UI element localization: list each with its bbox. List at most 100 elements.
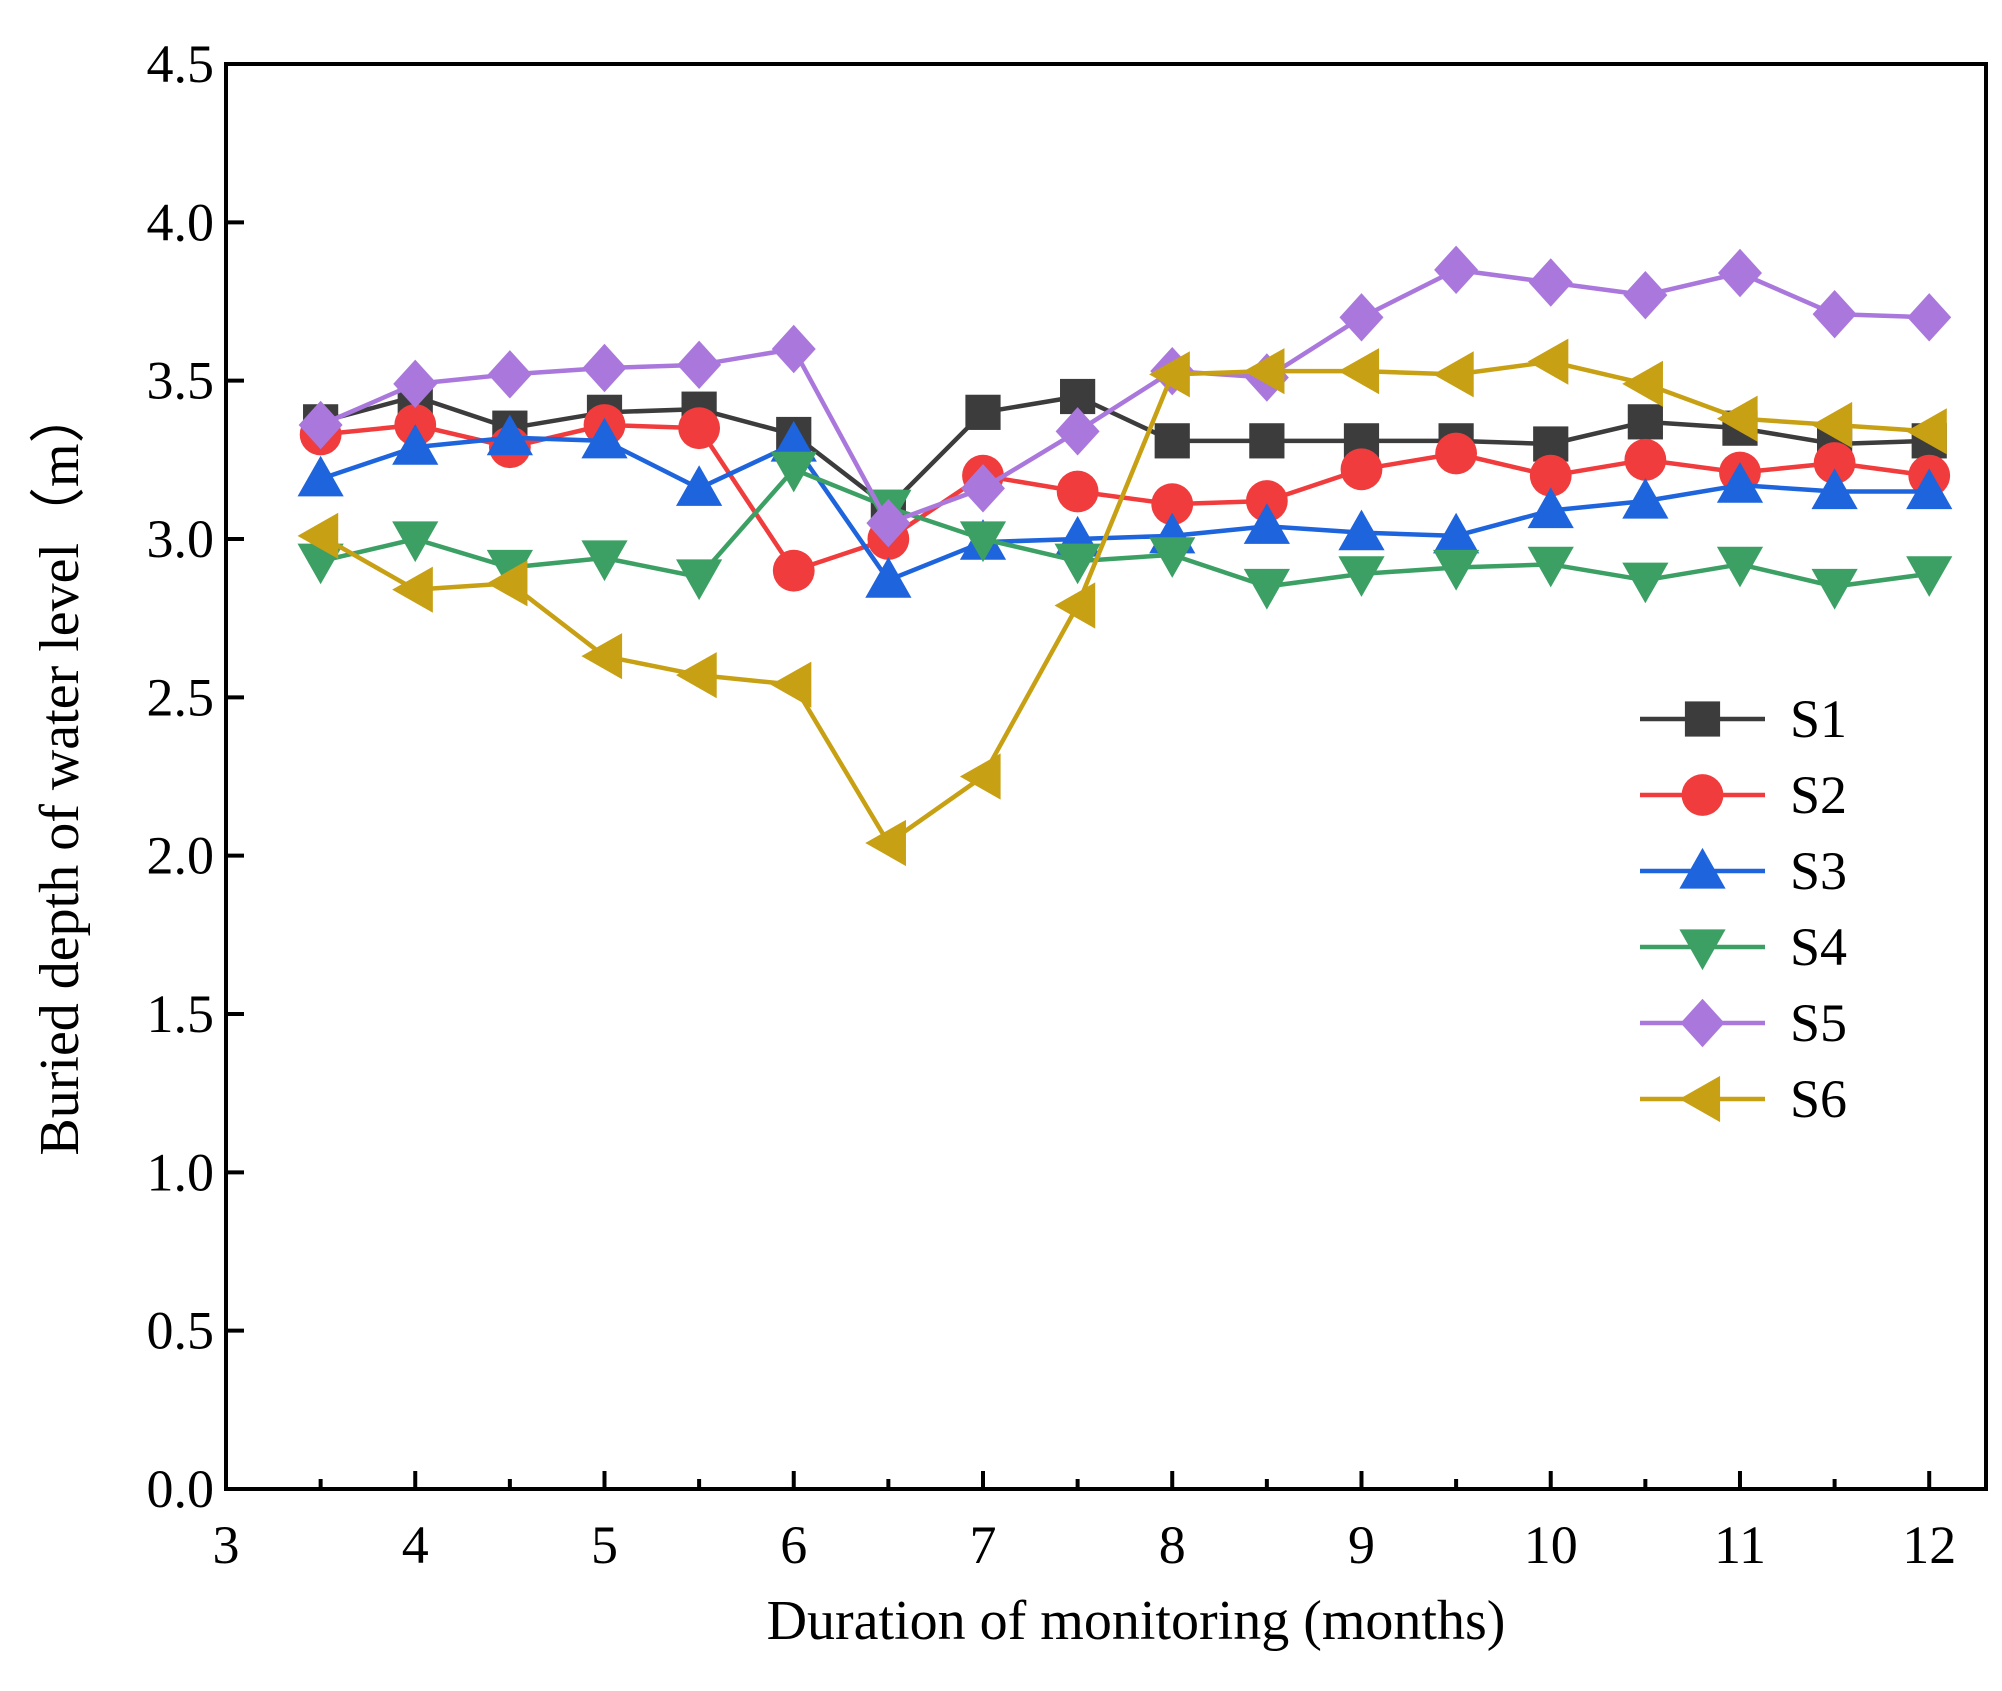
legend-item-S6: S6 bbox=[1640, 1069, 1847, 1129]
data-point-S4 bbox=[676, 559, 723, 601]
data-point-S6 bbox=[1716, 395, 1758, 442]
data-point-S3 bbox=[676, 465, 723, 506]
data-point-S3 bbox=[1527, 487, 1574, 529]
data-point-S5 bbox=[677, 340, 722, 390]
data-point-S6 bbox=[1527, 338, 1569, 385]
y-tick-label: 4.0 bbox=[147, 192, 215, 252]
data-point-S2 bbox=[1529, 454, 1572, 497]
x-tick-label: 5 bbox=[591, 1515, 618, 1575]
data-point-S3 bbox=[1338, 509, 1385, 551]
data-point-S6 bbox=[770, 661, 812, 708]
plot-frame bbox=[224, 62, 1988, 1491]
x-tick-label: 8 bbox=[1159, 1515, 1186, 1575]
data-point-S2 bbox=[1151, 483, 1194, 526]
data-point-S5 bbox=[960, 464, 1005, 513]
data-point-S6 bbox=[1054, 582, 1096, 629]
data-point-S4 bbox=[581, 540, 628, 582]
data-point-S5 bbox=[298, 400, 343, 450]
y-axis-title: Buried depth of water level（m） bbox=[29, 387, 91, 1155]
data-point-S6 bbox=[392, 566, 433, 613]
data-point-S4 bbox=[1811, 568, 1858, 610]
x-tick-label: 4 bbox=[402, 1515, 429, 1575]
data-point-S4 bbox=[1054, 543, 1101, 585]
data-point-S3 bbox=[1622, 477, 1669, 519]
data-point-S1 bbox=[1627, 404, 1663, 440]
series-line-S3 bbox=[319, 435, 1930, 583]
legend-item-S2: S2 bbox=[1640, 765, 1847, 825]
data-point-S6 bbox=[297, 512, 339, 559]
data-point-S2 bbox=[678, 407, 721, 450]
data-point-S4 bbox=[1338, 556, 1385, 597]
legend-label: S1 bbox=[1790, 689, 1847, 749]
data-point-S4 bbox=[1243, 568, 1290, 610]
data-point-S4 bbox=[1149, 537, 1196, 578]
data-point-S2 bbox=[1340, 448, 1383, 491]
data-point-S5 bbox=[1623, 270, 1668, 320]
series-group bbox=[297, 245, 1953, 867]
legend-marker bbox=[1679, 929, 1726, 971]
data-point-S6 bbox=[486, 560, 528, 607]
data-point-S5 bbox=[1055, 407, 1100, 456]
legend-marker bbox=[1679, 1075, 1721, 1123]
data-point-S3 bbox=[1433, 512, 1480, 554]
series-S4 bbox=[297, 451, 1953, 610]
y-tick-label: 2.0 bbox=[147, 826, 215, 886]
data-point-S5 bbox=[866, 498, 911, 548]
legend-marker bbox=[1680, 998, 1725, 1048]
x-tick-label: 11 bbox=[1714, 1515, 1766, 1575]
legend-label: S2 bbox=[1790, 765, 1847, 825]
data-point-S6 bbox=[959, 753, 1001, 800]
data-point-S4 bbox=[1906, 556, 1953, 597]
data-point-S3 bbox=[1243, 503, 1290, 544]
data-point-S5 bbox=[771, 324, 816, 374]
data-point-S5 bbox=[1717, 248, 1762, 298]
data-point-S6 bbox=[676, 652, 717, 699]
data-point-S6 bbox=[1243, 348, 1285, 395]
y-tick-label: 2.5 bbox=[147, 667, 215, 727]
legend-marker bbox=[1684, 701, 1721, 737]
y-tick-label: 3.0 bbox=[147, 509, 215, 569]
legend-item-S3: S3 bbox=[1640, 841, 1847, 901]
x-axis-title: Duration of monitoring (months) bbox=[767, 1590, 1506, 1652]
series-line-S2 bbox=[320, 422, 1930, 573]
data-point-S2 bbox=[1435, 432, 1478, 475]
data-point-S3 bbox=[1811, 468, 1858, 510]
legend-label: S3 bbox=[1790, 841, 1847, 901]
data-point-S6 bbox=[581, 633, 623, 680]
data-point-S3 bbox=[1906, 468, 1953, 510]
data-point-S6 bbox=[865, 819, 906, 867]
y-tick-label: 0.5 bbox=[147, 1301, 215, 1361]
legend-label: S5 bbox=[1790, 993, 1847, 1053]
axis-ticks bbox=[224, 62, 1932, 1491]
x-tick-label: 6 bbox=[780, 1515, 807, 1575]
series-line-S4 bbox=[320, 467, 1930, 589]
data-point-S2 bbox=[1245, 480, 1288, 522]
x-tick-label: 12 bbox=[1902, 1515, 1956, 1575]
legend: S1 S2 S3 S4 S5 S6 bbox=[1640, 689, 1847, 1129]
data-point-S4 bbox=[1527, 546, 1574, 588]
legend-marker bbox=[1681, 774, 1724, 816]
y-tick-label: 1.0 bbox=[147, 1142, 215, 1202]
data-point-S4 bbox=[770, 451, 817, 493]
data-point-S4 bbox=[1622, 562, 1669, 604]
x-tick-label: 3 bbox=[213, 1515, 240, 1575]
data-point-S3 bbox=[392, 424, 439, 465]
data-point-S5 bbox=[393, 359, 438, 409]
data-point-S1 bbox=[1249, 423, 1285, 459]
series-S6 bbox=[297, 338, 1947, 867]
data-point-S6 bbox=[1338, 348, 1380, 395]
x-tick-label: 9 bbox=[1348, 1515, 1375, 1575]
legend-item-S1: S1 bbox=[1640, 689, 1847, 749]
data-point-S3 bbox=[1716, 462, 1764, 503]
tick-labels: 0.0 0.5 1.0 1.5 2.0 2.5 3.0 3.5 4.0 4.5 3 4 5 6 7 8 9 10 1… bbox=[147, 34, 1957, 1575]
x-tick-label: 7 bbox=[969, 1515, 996, 1575]
data-point-S2 bbox=[1813, 442, 1856, 484]
data-point-S4 bbox=[1433, 549, 1480, 591]
data-point-S3 bbox=[865, 557, 912, 598]
series-S5 bbox=[298, 245, 1952, 548]
data-point-S5 bbox=[1434, 245, 1479, 295]
data-point-S5 bbox=[1528, 258, 1573, 307]
data-point-S4 bbox=[392, 521, 439, 563]
data-point-S1 bbox=[1154, 423, 1190, 459]
